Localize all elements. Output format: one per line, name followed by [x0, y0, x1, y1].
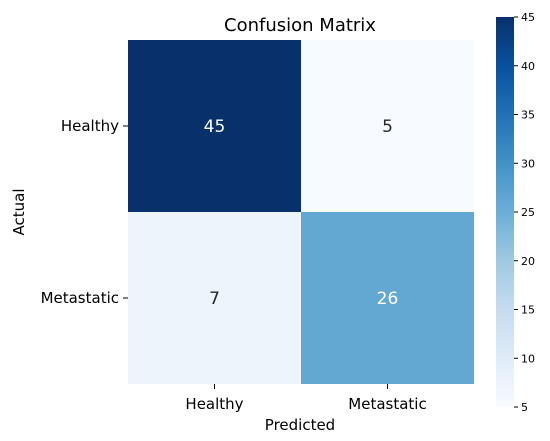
- colorbar: 5 10 15 20 25 30 35 40 45: [496, 11, 535, 414]
- colorbar-tick-label: 5: [521, 401, 528, 414]
- y-tick-label: Metastatic: [41, 289, 119, 307]
- x-axis: Healthy Metastatic: [185, 384, 427, 413]
- colorbar-tick-label: 15: [521, 304, 535, 317]
- heatmap-cell: [301, 212, 474, 384]
- y-tick-label: Healthy: [61, 117, 119, 135]
- colorbar-tick-label: 30: [521, 157, 535, 170]
- chart-title: Confusion Matrix: [224, 15, 376, 36]
- cell-value-label: 5: [382, 117, 393, 137]
- heatmap-cell: [128, 40, 301, 212]
- colorbar-tick-label: 40: [521, 60, 535, 73]
- cell-value-label: 7: [209, 289, 220, 309]
- colorbar-gradient: [496, 17, 514, 407]
- heatmap-cell: [128, 212, 301, 384]
- x-tick-label: Healthy: [185, 395, 243, 413]
- y-axis: Healthy Metastatic: [41, 117, 128, 307]
- heatmap-cell: [301, 40, 474, 212]
- x-tick-label: Metastatic: [348, 395, 426, 413]
- y-axis-label: Actual: [10, 189, 28, 236]
- colorbar-tick-label: 45: [521, 11, 535, 24]
- colorbar-tick-label: 35: [521, 109, 535, 122]
- heatmap-cells: 45 5 7 26: [128, 40, 474, 384]
- cell-value-label: 26: [377, 289, 399, 309]
- colorbar-tick-label: 20: [521, 255, 535, 268]
- x-axis-label: Predicted: [265, 416, 335, 434]
- colorbar-tick-label: 10: [521, 352, 535, 365]
- cell-value-label: 45: [204, 117, 226, 137]
- colorbar-tick-label: 25: [521, 206, 535, 219]
